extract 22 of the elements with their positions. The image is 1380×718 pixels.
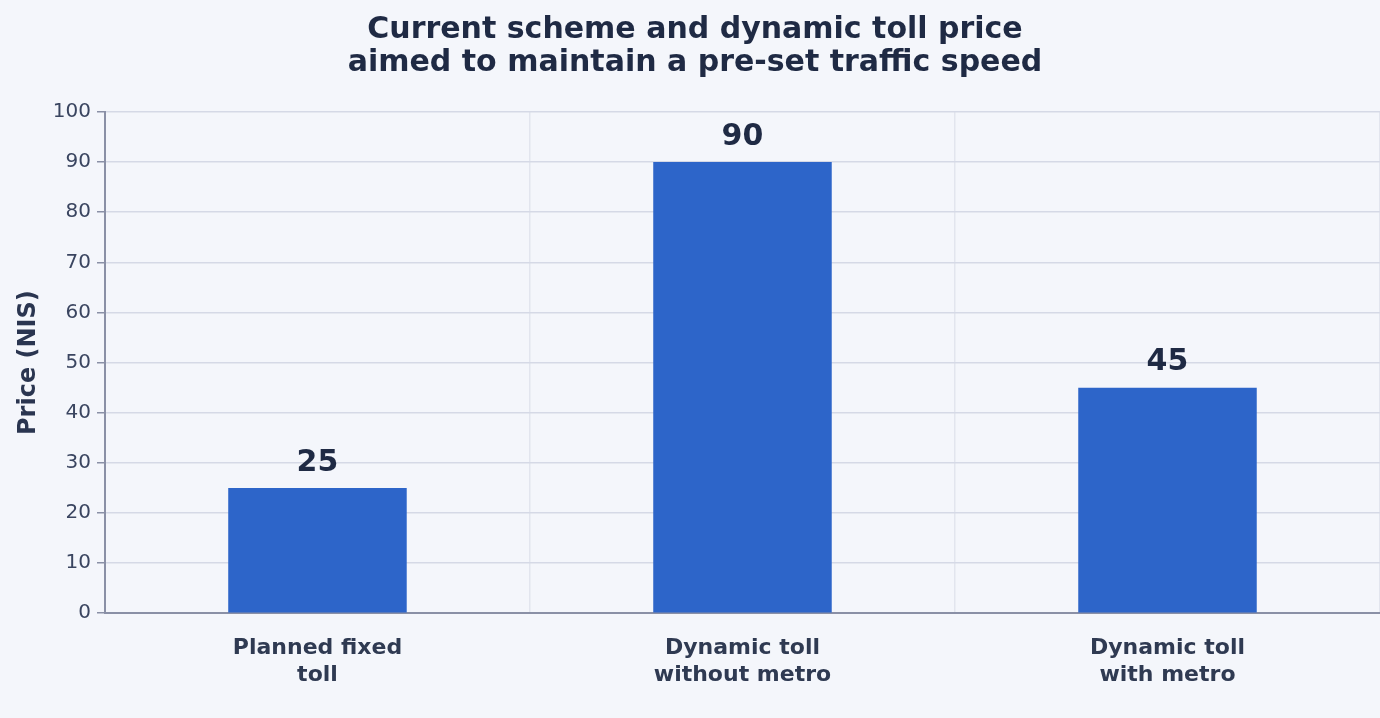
y-tick-label: 10 — [65, 549, 91, 574]
chart-title: Current scheme and dynamic toll price aimed to maintain a pre-set traffic speed — [347, 10, 1043, 79]
data-label: 25 — [296, 442, 339, 478]
x-tick-label: Dynamic toll with metro — [1090, 634, 1245, 686]
y-tick-label: 50 — [65, 348, 91, 373]
data-label: 90 — [721, 116, 764, 152]
y-tick-label: 80 — [65, 198, 91, 223]
data-label: 45 — [1146, 342, 1189, 378]
y-tick-label: 0 — [78, 599, 91, 624]
y-tick-label: 70 — [65, 248, 91, 273]
y-axis-title: Price (NIS) — [12, 290, 41, 435]
bar — [653, 162, 832, 613]
y-tick-label: 90 — [65, 148, 91, 173]
y-tick-label: 60 — [65, 298, 91, 323]
bar — [228, 487, 407, 613]
y-tick-label: 40 — [65, 398, 91, 423]
bar — [1078, 387, 1257, 613]
x-tick-label: Planned fixed toll — [232, 634, 403, 686]
y-tick-label: 30 — [65, 449, 91, 474]
x-tick-label: Dynamic toll without metro — [653, 634, 832, 686]
y-tick-label: 20 — [65, 499, 91, 524]
y-tick-label: 100 — [52, 98, 91, 123]
